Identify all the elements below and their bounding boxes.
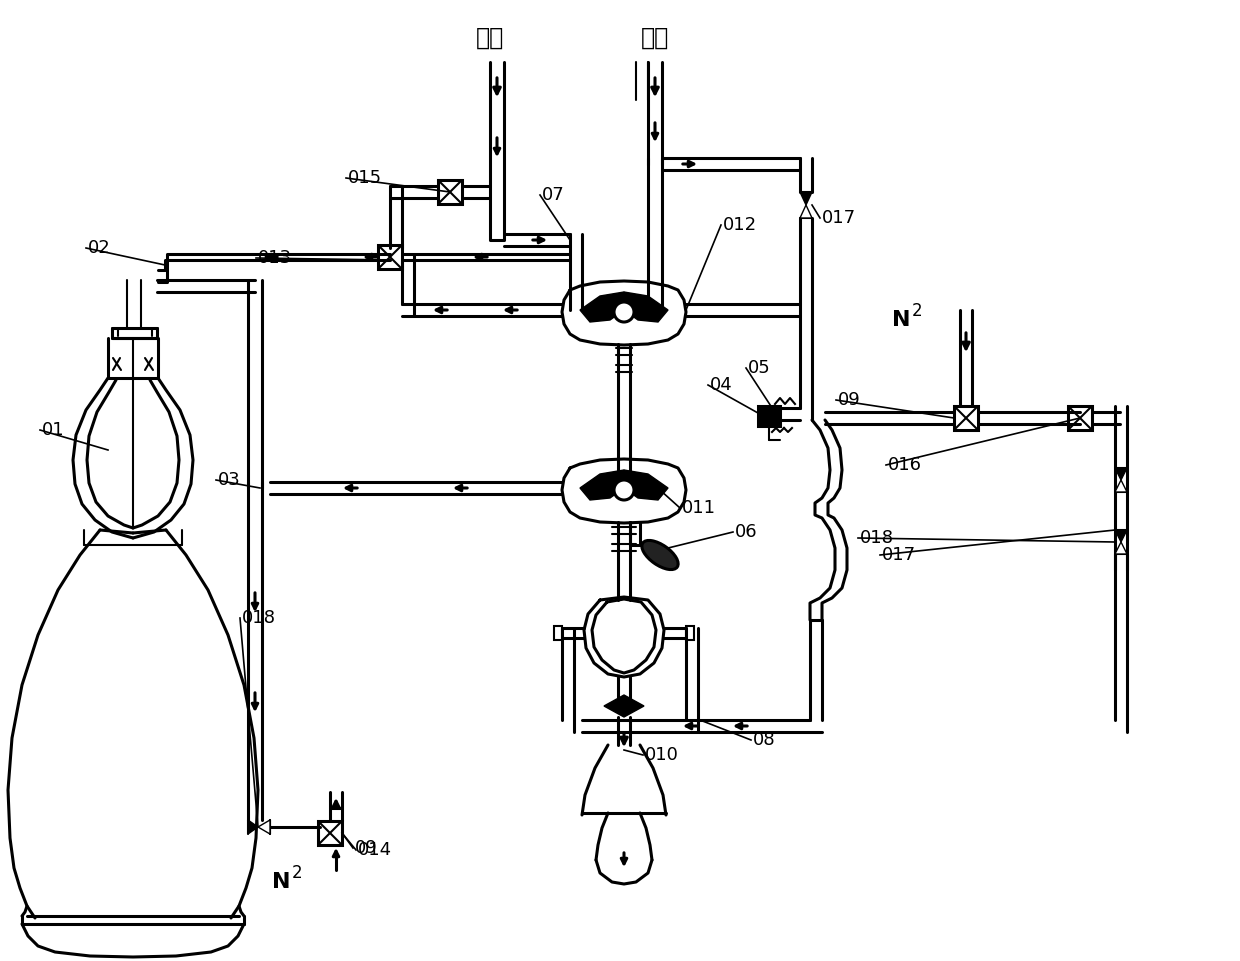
Text: 05: 05	[748, 359, 771, 377]
Text: 06: 06	[735, 523, 758, 541]
Circle shape	[614, 480, 634, 500]
Bar	[686, 626, 694, 640]
Text: 02: 02	[88, 239, 110, 257]
Text: 018: 018	[242, 609, 277, 627]
Bar	[554, 626, 562, 640]
Bar	[758, 406, 780, 426]
Text: N: N	[892, 310, 910, 330]
Text: 018: 018	[861, 529, 894, 547]
Text: 04: 04	[711, 376, 733, 394]
Polygon shape	[604, 695, 644, 717]
Polygon shape	[800, 205, 812, 218]
Polygon shape	[624, 470, 668, 500]
Text: 013: 013	[258, 249, 293, 267]
Text: 014: 014	[358, 841, 392, 859]
Text: 07: 07	[542, 186, 564, 204]
Text: 03: 03	[218, 471, 241, 489]
Polygon shape	[258, 820, 270, 834]
Circle shape	[614, 302, 634, 322]
Polygon shape	[248, 820, 258, 834]
Text: 017: 017	[822, 209, 856, 227]
Text: 01: 01	[42, 421, 64, 439]
Polygon shape	[1115, 468, 1127, 480]
Text: 017: 017	[882, 546, 916, 564]
Text: 09: 09	[838, 391, 861, 409]
Polygon shape	[580, 470, 624, 500]
Polygon shape	[580, 292, 624, 322]
Text: 08: 08	[753, 731, 776, 749]
Text: 010: 010	[645, 746, 678, 764]
Text: 016: 016	[888, 456, 923, 474]
Bar	[438, 180, 463, 204]
Bar	[317, 821, 342, 845]
Text: 012: 012	[723, 216, 758, 234]
Text: 液氧: 液氧	[641, 26, 670, 50]
Polygon shape	[1115, 530, 1127, 542]
Ellipse shape	[642, 540, 678, 570]
Text: 09: 09	[355, 839, 378, 857]
Polygon shape	[1115, 542, 1127, 554]
Text: 2: 2	[911, 302, 923, 320]
Polygon shape	[1115, 480, 1127, 492]
Bar	[954, 406, 978, 430]
Bar	[1068, 406, 1092, 430]
Bar	[378, 245, 402, 269]
Text: 011: 011	[682, 499, 715, 517]
Text: N: N	[272, 872, 290, 892]
Polygon shape	[624, 292, 668, 322]
Text: 煤油: 煤油	[476, 26, 505, 50]
Polygon shape	[800, 192, 812, 205]
Text: 2: 2	[291, 864, 303, 882]
Text: 015: 015	[348, 169, 382, 187]
